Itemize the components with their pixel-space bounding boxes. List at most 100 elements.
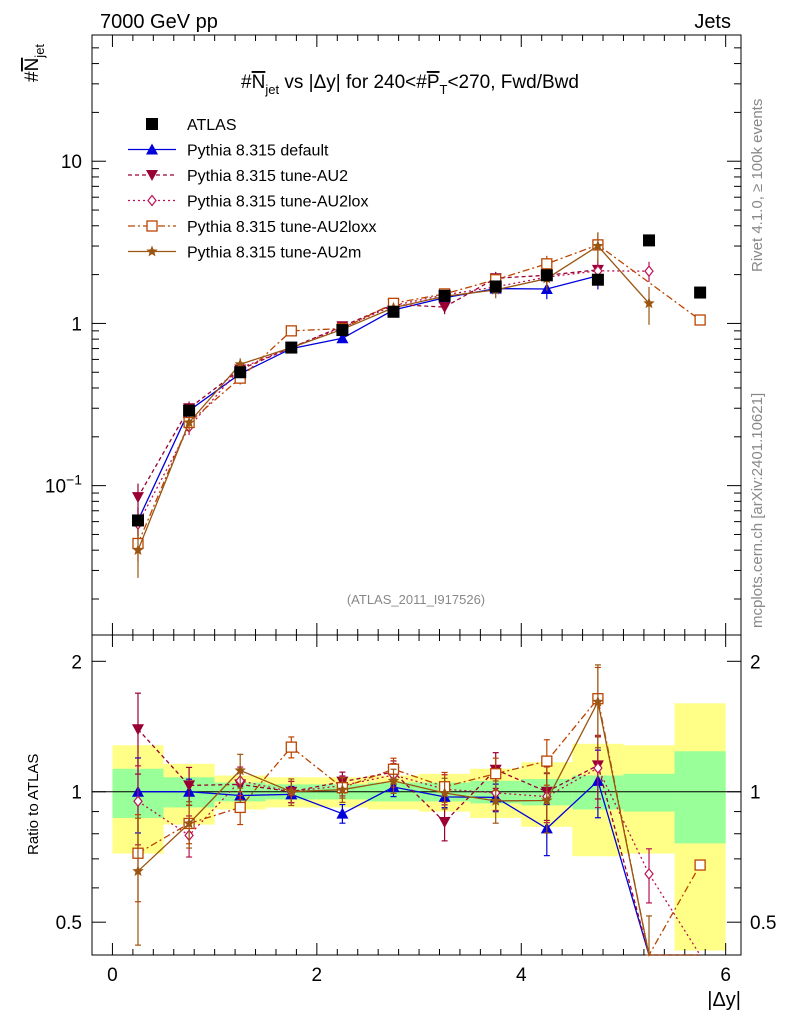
series-default (131, 264, 604, 536)
chart-title: #Njet vs |Δy| for 240<#PT<270, Fwd/Bwd (241, 72, 579, 97)
marker (490, 768, 502, 780)
marker (591, 273, 604, 286)
ratio-series-au2m (132, 664, 701, 956)
marker (387, 305, 400, 318)
marker (438, 787, 451, 798)
ratio-tick-label-right: 2 (750, 652, 761, 673)
marker (336, 807, 349, 819)
marker (694, 314, 706, 326)
marker (540, 269, 553, 282)
legend: ATLAS Pythia 8.315 default Pythia 8.315 tu… (128, 117, 376, 262)
y-tick-label: 1 (71, 314, 82, 335)
marker (234, 358, 246, 370)
band-inner (674, 751, 726, 844)
marker (336, 332, 349, 344)
x-tick-label: 4 (516, 965, 527, 986)
marker (336, 324, 349, 337)
title-part: N (252, 72, 266, 93)
marker (183, 780, 196, 792)
ratio-tick-label: 2 (71, 652, 82, 673)
title-part: vs |Δy| for 240<# (279, 72, 427, 93)
marker (285, 785, 297, 797)
header-left: 7000 GeV pp (100, 11, 218, 33)
marker (146, 245, 158, 257)
series-line (137, 244, 701, 544)
band-inner (623, 773, 675, 812)
legend-label: Pythia 8.315 tune-AU2 (187, 168, 348, 185)
marker (593, 762, 603, 774)
y-axis-label: #Njet (22, 44, 47, 82)
series-line (137, 269, 598, 498)
marker (146, 220, 158, 232)
y-tick-label: 10 (61, 152, 82, 173)
ratio-bands (112, 703, 726, 951)
marker (146, 118, 158, 130)
marker (183, 817, 195, 829)
marker (132, 865, 144, 876)
tick-base: 10 (45, 477, 66, 498)
ratio-tick-label: 1 (71, 783, 82, 804)
series-line (137, 275, 599, 521)
ratio-frame (91, 634, 742, 956)
ratio-line (137, 699, 701, 956)
x-axis-label: |Δy| (707, 989, 741, 1011)
ratio-y-axis-label: Ratio to ATLAS (25, 754, 42, 855)
x-tick-label: 0 (107, 965, 118, 986)
marker (133, 795, 143, 808)
marker (336, 783, 349, 795)
analysis-id: (ATLAS_2011_I917526) (347, 592, 485, 607)
title-part: P (427, 72, 440, 93)
legend-label: Pythia 8.315 default (187, 143, 329, 160)
title-part: <270, Fwd/Bwd (447, 72, 579, 93)
series-au2 (131, 259, 604, 514)
marker (183, 404, 196, 417)
main-series (131, 232, 707, 578)
y-tick-label: 10−1 (45, 472, 82, 498)
legend-label: Pythia 8.315 tune-AU2m (187, 245, 361, 262)
marker (643, 234, 656, 247)
header-right: Jets (694, 11, 731, 33)
mcplots-label: mcplots.cern.ch [arXiv:2401.10621] (749, 393, 766, 628)
marker (234, 801, 246, 814)
marker (132, 544, 144, 555)
marker (285, 325, 297, 337)
marker (146, 170, 158, 181)
series-line (137, 270, 650, 525)
rivet-label: Rivet 4.1.0, ≥ 100k events (749, 99, 766, 272)
series-au2m (132, 232, 655, 578)
legend-label: Pythia 8.315 tune-AU2lox (187, 194, 368, 211)
marker (644, 265, 654, 278)
marker (592, 240, 604, 251)
marker (387, 774, 400, 786)
ratio-line (137, 728, 701, 956)
title-part: jet (264, 82, 279, 97)
marker (147, 194, 157, 207)
marker (285, 741, 297, 753)
legend-label: Pythia 8.315 tune-AU2loxx (187, 219, 376, 236)
marker (643, 297, 655, 309)
marker (438, 817, 451, 829)
series-line (137, 245, 650, 551)
series-au2loxx (132, 233, 706, 562)
title-part: T (440, 82, 448, 97)
x-tick-label: 2 (312, 965, 323, 986)
x-tick-label: 6 (720, 965, 731, 986)
marker (694, 859, 706, 871)
marker (490, 794, 502, 806)
marker (131, 492, 144, 504)
marker (183, 416, 195, 428)
marker (541, 755, 553, 767)
marker (438, 302, 451, 314)
marker (541, 794, 553, 806)
marker (131, 724, 144, 736)
legend-label: ATLAS (187, 117, 237, 134)
ratio-series (131, 664, 706, 957)
ratio-line (137, 767, 701, 956)
tick-exponent: −1 (66, 472, 82, 488)
marker (131, 514, 144, 527)
marker (234, 764, 246, 776)
marker (592, 695, 604, 707)
series-atlas (131, 234, 707, 527)
